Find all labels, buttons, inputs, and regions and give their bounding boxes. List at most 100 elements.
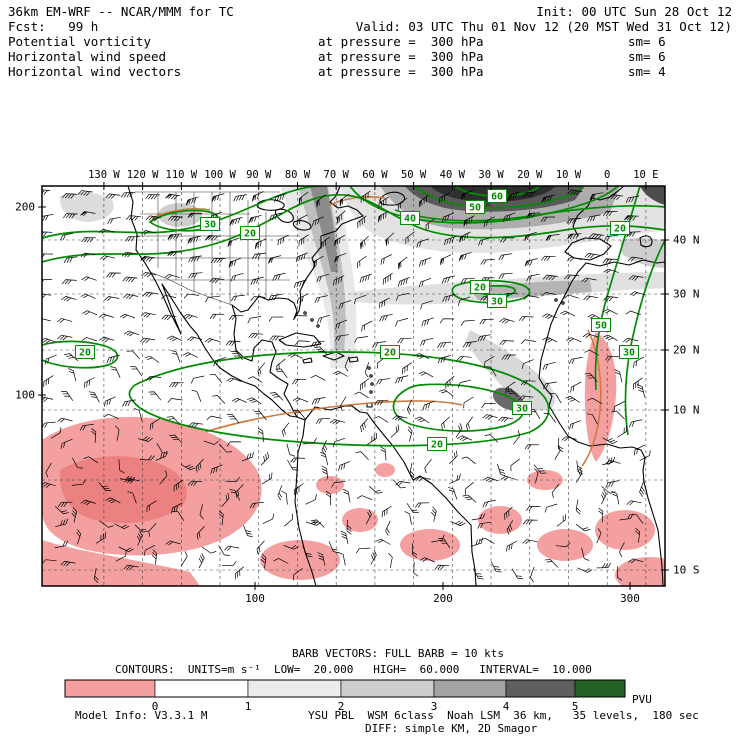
wind-barb: [310, 340, 325, 348]
barb-shaft: [296, 293, 309, 305]
barb-shaft: [140, 312, 156, 318]
barb-shaft: [230, 294, 245, 302]
wind-barb: [613, 401, 625, 412]
barb-shaft: [356, 495, 373, 501]
barb-shaft: [268, 294, 283, 301]
bottom-axis-label: 200: [433, 592, 453, 605]
wind-barb: [563, 294, 579, 299]
wind-barb: [71, 507, 78, 523]
barb-shaft: [480, 259, 495, 265]
barb-shaft: [276, 358, 286, 372]
colorbar-outline: [64, 679, 626, 698]
wind-barb: [203, 440, 219, 445]
wind-barb: [316, 194, 326, 208]
barb-shaft: [522, 191, 537, 198]
barb-shaft: [106, 354, 120, 364]
wind-barb: [566, 218, 581, 224]
lesser-antilles: [369, 390, 373, 394]
barb-shaft: [463, 396, 474, 409]
wind-barb: [298, 234, 309, 247]
wind-barb: [273, 558, 289, 564]
barb-shaft: [602, 437, 618, 444]
barb-shaft: [62, 193, 77, 199]
wind-barb: [98, 313, 115, 319]
barb-shaft: [471, 513, 486, 521]
wind-barb: [567, 189, 583, 196]
wind-barb: [124, 478, 140, 484]
wind-barb: [605, 480, 619, 488]
barb-shaft: [144, 355, 160, 363]
wind-barb: [110, 366, 121, 378]
barb-shaft: [457, 296, 471, 306]
wind-barb: [526, 273, 540, 282]
barb-shaft: [298, 234, 309, 247]
barb-shaft: [115, 550, 127, 562]
wind-barb: [195, 458, 204, 473]
barb-shaft: [405, 231, 415, 244]
barb-shaft: [534, 468, 539, 484]
map-frame: [41, 185, 666, 587]
barb-shaft: [293, 568, 303, 581]
wind-speed-contour-50: [594, 186, 641, 391]
wind-barb: [254, 411, 267, 421]
top-axis-label: 130 W: [88, 169, 120, 181]
wind-barb: [534, 468, 539, 484]
wind-barb: [313, 255, 324, 268]
barb-shaft: [71, 507, 78, 523]
colorbar-tick-label: 1: [245, 700, 252, 713]
wind-barb: [225, 476, 240, 482]
contour-label-box: [400, 211, 420, 225]
barb-shaft: [477, 334, 492, 342]
wind-barb: [561, 436, 577, 442]
pv-pink-region: [260, 540, 340, 580]
barb-shaft: [464, 481, 474, 495]
barb-shaft: [209, 313, 225, 319]
contour-label-box: [610, 221, 630, 235]
barb-shaft: [406, 503, 419, 513]
barb-shaft: [211, 193, 225, 202]
barb-shaft: [229, 217, 243, 226]
wind-barb: [42, 482, 56, 488]
barb-shaft: [450, 520, 466, 527]
wind-barb: [159, 470, 168, 485]
barb-pennant: [334, 256, 339, 264]
colorbar-tick-label: 5: [572, 700, 579, 713]
wind-barb: [296, 214, 308, 226]
wind-barb: [42, 189, 51, 195]
wind-barb: [568, 357, 583, 365]
wind-speed-contour-30: [392, 383, 525, 432]
barb-pennant: [334, 239, 338, 247]
barb-shaft: [636, 384, 646, 398]
wind-barb: [457, 435, 473, 442]
wind-barb: [247, 376, 263, 383]
wind-barb: [380, 446, 387, 461]
barb-shaft: [542, 313, 558, 320]
wind-barb: [114, 523, 130, 529]
wind-barb: [298, 191, 309, 205]
wind-barb: [231, 397, 248, 403]
wind-barb: [167, 398, 183, 403]
barb-shaft: [499, 318, 515, 324]
barb-shaft: [79, 424, 94, 431]
barb-shaft: [243, 525, 253, 538]
barb-shaft: [465, 416, 474, 431]
barb-shaft: [395, 375, 409, 384]
wind-barb: [625, 310, 641, 316]
wind-barb: [575, 468, 583, 483]
barb-shaft: [381, 505, 392, 518]
barb-shaft: [148, 523, 157, 537]
wind-barb: [438, 192, 450, 204]
wind-barb: [196, 525, 205, 540]
wind-barb: [355, 451, 369, 460]
wind-barb: [42, 421, 56, 428]
barb-shaft: [414, 353, 430, 360]
barb-shaft: [292, 397, 309, 403]
barb-shaft: [81, 276, 97, 282]
wind-barb: [198, 553, 205, 569]
wind-barb: [98, 482, 112, 492]
wind-barb: [320, 236, 331, 250]
wind-barb: [226, 413, 240, 424]
barb-shaft: [439, 389, 454, 397]
barb-shaft: [441, 275, 455, 284]
barb-shaft: [251, 191, 264, 202]
